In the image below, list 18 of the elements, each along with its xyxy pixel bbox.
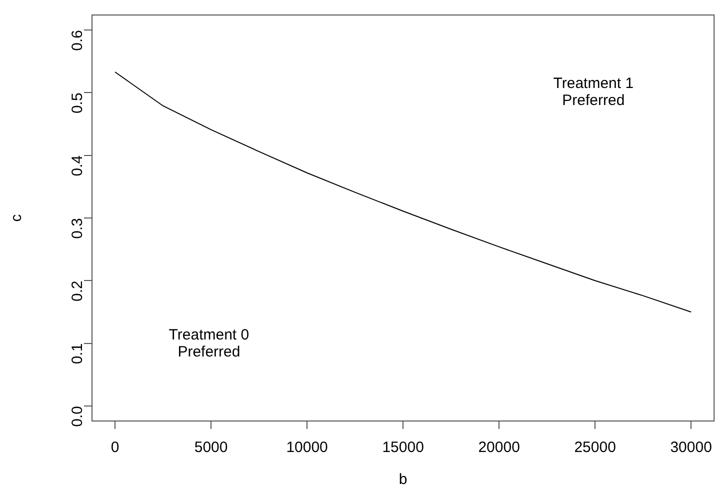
x-tick-label: 25000 xyxy=(574,439,616,456)
y-tick-label: 0.6 xyxy=(69,30,86,51)
x-tick-label: 10000 xyxy=(286,439,328,456)
y-tick-label: 0.3 xyxy=(69,218,86,239)
y-tick-label: 0.5 xyxy=(69,92,86,114)
x-tick-label: 20000 xyxy=(478,439,520,456)
annotation: Treatment 1 Preferred xyxy=(553,74,634,109)
x-tick-label: 0 xyxy=(110,439,120,456)
annotation: Treatment 0 Preferred xyxy=(168,326,250,360)
x-tick-label: 5000 xyxy=(194,439,228,456)
x-axis-title: b xyxy=(398,471,408,488)
y-tick-label: 0.4 xyxy=(69,155,86,176)
y-axis-title: c xyxy=(8,214,26,222)
y-tick-label: 0.2 xyxy=(69,280,86,302)
x-tick-label: 15000 xyxy=(382,439,424,456)
y-tick-label: 0.0 xyxy=(69,406,86,427)
x-tick-label: 30000 xyxy=(670,439,712,456)
y-tick-label: 0.1 xyxy=(69,343,86,364)
